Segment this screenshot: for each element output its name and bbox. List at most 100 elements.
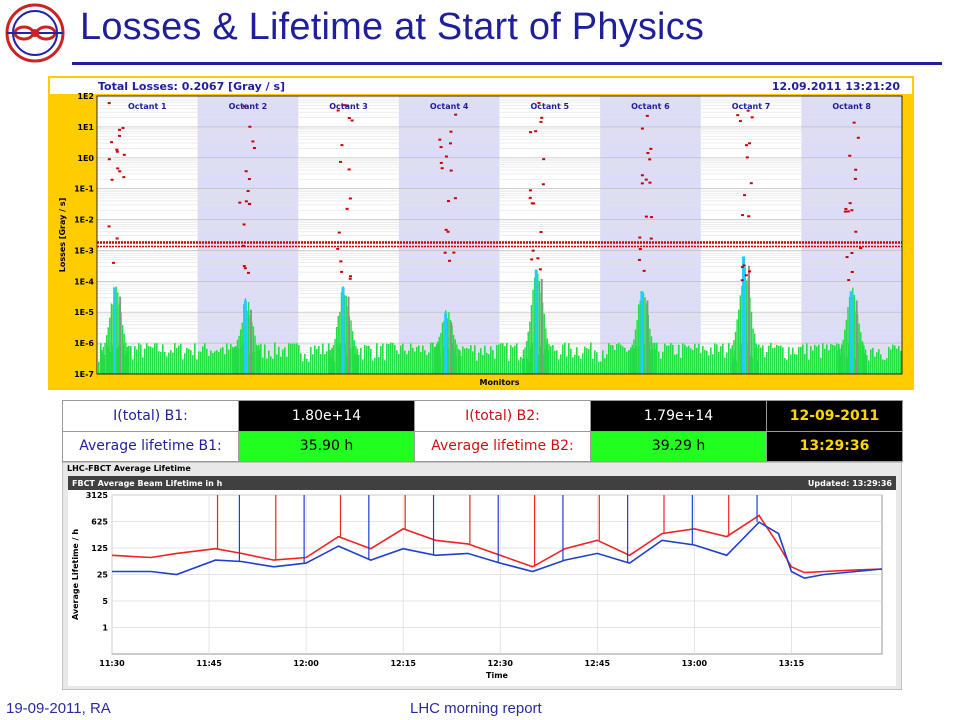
loss-bar	[460, 355, 462, 374]
loss-bar	[666, 345, 668, 374]
loss-bar	[351, 331, 354, 374]
loss-bar	[822, 343, 824, 374]
threshold-marker	[452, 251, 456, 254]
loss-bar	[174, 343, 176, 374]
loss-bar	[702, 346, 704, 374]
loss-bar	[456, 344, 458, 374]
loss-bar	[355, 345, 357, 374]
loss-bar	[286, 356, 288, 374]
threshold-marker	[850, 251, 854, 254]
loss-bar	[331, 347, 333, 374]
loss-bar	[894, 345, 896, 374]
threshold-marker	[856, 136, 860, 139]
threshold-marker	[449, 130, 453, 133]
threshold-marker	[534, 130, 538, 133]
loss-bar	[562, 344, 564, 374]
loss-bar	[620, 344, 622, 374]
loss-bar	[126, 346, 129, 374]
loss-bar	[332, 345, 335, 374]
loss-bar	[284, 347, 286, 374]
loss-bar	[872, 347, 874, 374]
loss-bar	[494, 358, 496, 374]
loss-bar	[121, 325, 124, 374]
loss-bar	[306, 358, 308, 374]
threshold-marker	[244, 170, 248, 173]
y-tick-label: 1E-5	[74, 308, 94, 317]
loss-bar	[744, 267, 746, 374]
loss-bar	[104, 342, 106, 374]
loss-bar	[468, 348, 470, 374]
threshold-marker	[848, 154, 852, 157]
loss-bar	[168, 352, 170, 374]
octant-label: Octant 5	[530, 102, 569, 111]
threshold-marker	[247, 202, 251, 205]
loss-bar	[712, 354, 714, 374]
loss-bar	[112, 304, 114, 374]
loss-bar	[628, 350, 630, 374]
loss-bar	[410, 343, 412, 374]
threshold-marker	[536, 257, 540, 260]
loss-bar	[530, 305, 533, 374]
threshold-marker	[742, 264, 746, 267]
loss-bar	[132, 359, 134, 374]
loss-bar	[734, 331, 737, 374]
loss-bar	[564, 342, 566, 374]
loss-bar	[134, 346, 136, 374]
y-tick-label: 25	[97, 571, 109, 580]
loss-bar	[396, 350, 398, 374]
loss-bar	[270, 356, 272, 374]
loss-bar	[690, 348, 692, 374]
threshold-markers	[107, 101, 863, 282]
loss-bar	[164, 351, 166, 374]
loss-bar	[828, 350, 830, 374]
loss-bar	[839, 348, 841, 374]
loss-bar	[606, 354, 608, 374]
threshold-marker	[251, 140, 255, 143]
loss-bar	[800, 346, 802, 374]
loss-bar	[604, 358, 606, 374]
x-tick-label: 11:45	[196, 659, 222, 668]
loss-bar	[322, 343, 324, 374]
panel-label: LHC-FBCT Average Lifetime	[67, 464, 191, 473]
threshold-marker	[528, 189, 532, 192]
threshold-marker	[744, 144, 748, 147]
threshold-marker	[844, 207, 848, 210]
loss-bar	[649, 328, 651, 374]
loss-bar	[292, 343, 294, 374]
chart-title-bar	[68, 476, 896, 490]
loss-bar	[576, 347, 578, 374]
loss-bar	[264, 344, 266, 374]
loss-bar	[274, 342, 276, 374]
threshold-marker	[246, 190, 250, 193]
y-tick-label: 1E-3	[74, 246, 94, 255]
loss-bar	[372, 360, 374, 374]
loss-bar	[863, 345, 865, 374]
loss-bar	[520, 356, 522, 374]
loss-bar	[343, 295, 346, 374]
y-axis-label: Average Lifetime / h	[71, 529, 80, 620]
loss-bar	[146, 343, 148, 374]
threshold-marker	[347, 117, 351, 120]
loss-bar	[700, 353, 702, 374]
loss-bar	[608, 343, 610, 374]
loss-bar	[247, 302, 250, 374]
loss-bar	[204, 343, 206, 374]
threshold-marker	[738, 120, 742, 123]
threshold-marker	[853, 177, 857, 180]
loss-bar	[384, 360, 386, 374]
threshold-marker	[541, 183, 545, 186]
loss-bar	[206, 348, 208, 374]
loss-bar	[698, 343, 700, 374]
loss-bar	[758, 344, 760, 374]
threshold-marker	[343, 104, 347, 107]
loss-bar	[392, 342, 394, 374]
loss-bar	[394, 345, 396, 374]
loss-bar	[802, 344, 804, 374]
loss-bar	[436, 343, 438, 374]
loss-bar	[312, 354, 314, 374]
loss-bar	[639, 300, 641, 374]
loss-bar	[368, 345, 370, 374]
loss-bar	[794, 353, 796, 374]
loss-bar	[117, 292, 119, 374]
series-line	[112, 521, 883, 580]
